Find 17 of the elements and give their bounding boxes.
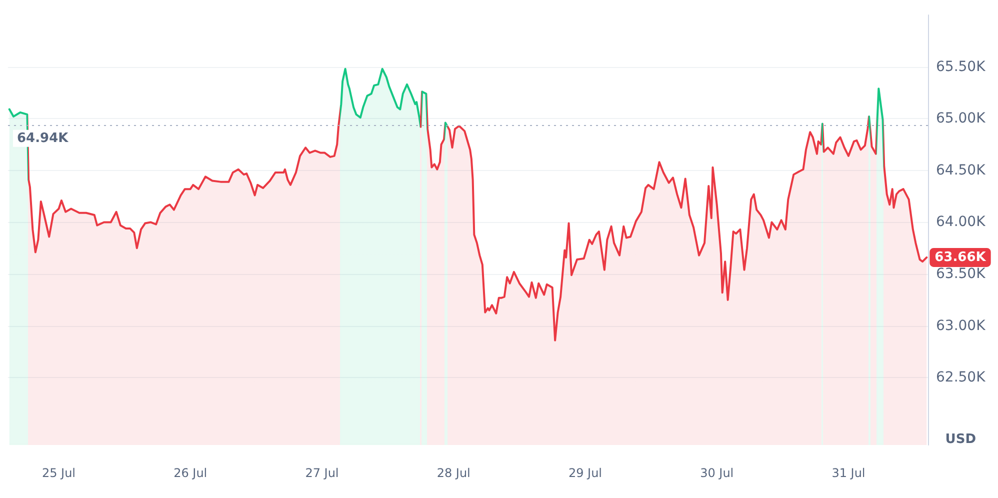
- x-tick-label: 27 Jul: [305, 466, 339, 480]
- y-tick-label: 65.50K: [936, 58, 986, 75]
- y-tick-label: 63.00K: [936, 318, 986, 334]
- text: USD: [945, 432, 976, 447]
- x-tick-label: 25 Jul: [42, 466, 76, 480]
- y-tick-label: 62.50K: [936, 370, 986, 386]
- y-tick-label: 64.50K: [936, 162, 986, 178]
- annotation: 63.66K: [934, 250, 987, 265]
- x-tick-label: 30 Jul: [700, 466, 734, 480]
- x-tick-label: 29 Jul: [568, 466, 602, 480]
- x-tick-label: 28 Jul: [436, 466, 470, 480]
- y-tick-label: 64.00K: [936, 214, 986, 230]
- y-tick-label: 63.50K: [936, 266, 986, 282]
- y-tick-label: 65.00K: [936, 110, 986, 127]
- ref-line-label: 64.94K: [17, 130, 70, 146]
- x-tick-label: 26 Jul: [174, 466, 208, 480]
- x-tick-label: 31 Jul: [832, 466, 866, 480]
